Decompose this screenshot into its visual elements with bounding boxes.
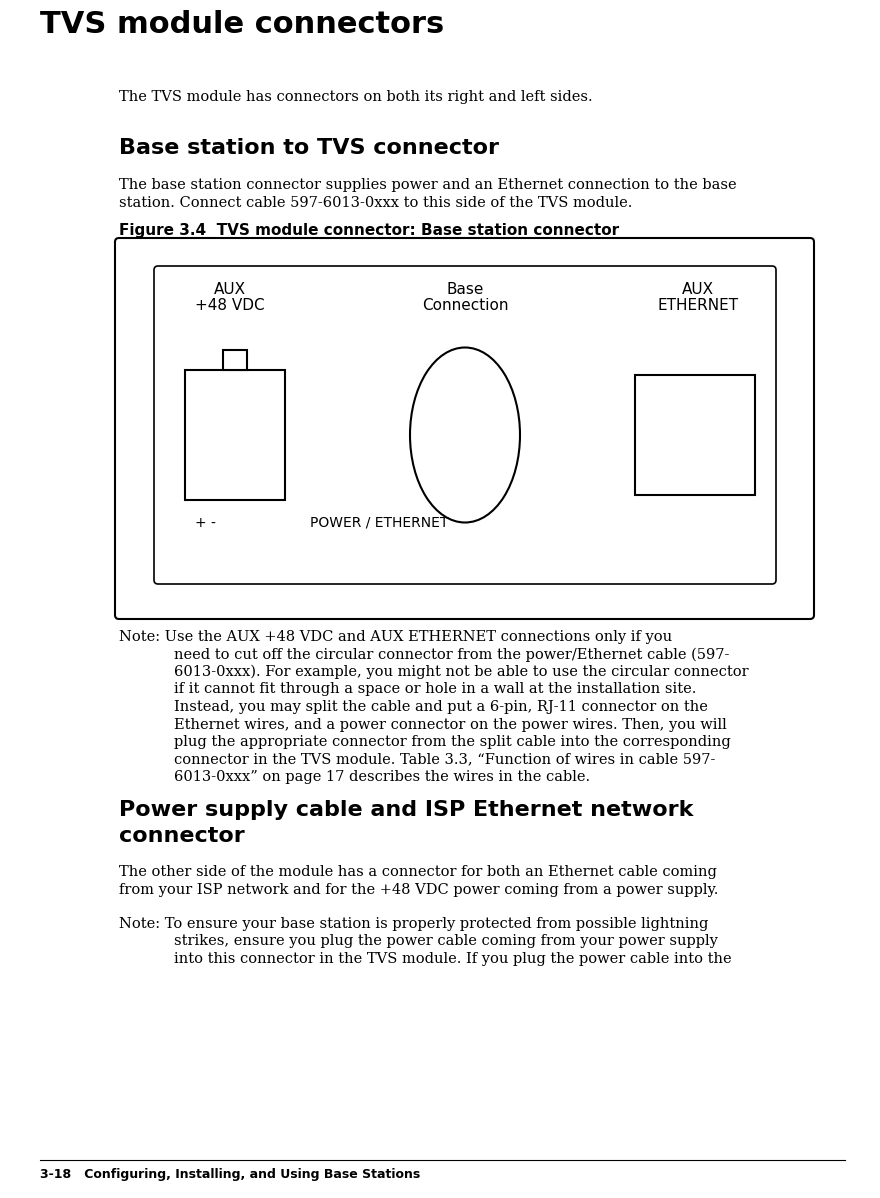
Text: from your ISP network and for the +48 VDC power coming from a power supply.: from your ISP network and for the +48 VD… — [119, 883, 718, 897]
Text: Instead, you may split the cable and put a 6-pin, RJ-11 connector on the: Instead, you may split the cable and put… — [174, 700, 708, 714]
Text: connector in the TVS module. Table 3.3, “Function of wires in cable 597-: connector in the TVS module. Table 3.3, … — [174, 752, 715, 767]
FancyBboxPatch shape — [154, 266, 776, 583]
Text: AUX: AUX — [682, 282, 714, 297]
Text: station. Connect cable 597-6013-0xxx to this side of the TVS module.: station. Connect cable 597-6013-0xxx to … — [119, 196, 632, 210]
Text: Note: Use the AUX +48 VDC and AUX ETHERNET connections only if you: Note: Use the AUX +48 VDC and AUX ETHERN… — [119, 630, 672, 645]
Text: Connection: Connection — [422, 298, 509, 313]
Text: strikes, ensure you plug the power cable coming from your power supply: strikes, ensure you plug the power cable… — [174, 934, 718, 949]
Text: Base station to TVS connector: Base station to TVS connector — [119, 138, 499, 158]
Text: ETHERNET: ETHERNET — [657, 298, 738, 313]
Text: 3-18   Configuring, Installing, and Using Base Stations: 3-18 Configuring, Installing, and Using … — [40, 1168, 420, 1181]
Text: + -: + - — [195, 516, 216, 530]
Bar — [185, 370, 285, 500]
Text: The other side of the module has a connector for both an Ethernet cable coming: The other side of the module has a conne… — [119, 865, 716, 879]
Bar — [223, 350, 247, 370]
Text: The TVS module has connectors on both its right and left sides.: The TVS module has connectors on both it… — [119, 90, 592, 104]
Text: connector: connector — [119, 825, 245, 846]
Text: Power supply cable and ISP Ethernet network: Power supply cable and ISP Ethernet netw… — [119, 800, 693, 819]
Text: Base: Base — [446, 282, 484, 297]
Text: TVS module connectors: TVS module connectors — [40, 10, 444, 40]
Ellipse shape — [410, 347, 520, 522]
Text: 6013-0xxx). For example, you might not be able to use the circular connector: 6013-0xxx). For example, you might not b… — [174, 665, 748, 679]
Text: need to cut off the circular connector from the power/Ethernet cable (597-: need to cut off the circular connector f… — [174, 647, 730, 661]
Text: +48 VDC: +48 VDC — [195, 298, 265, 313]
Text: into this connector in the TVS module. If you plug the power cable into the: into this connector in the TVS module. I… — [174, 952, 731, 966]
Text: The base station connector supplies power and an Ethernet connection to the base: The base station connector supplies powe… — [119, 179, 737, 192]
Text: 6013-0xxx” on page 17 describes the wires in the cable.: 6013-0xxx” on page 17 describes the wire… — [174, 770, 590, 783]
Text: Figure 3.4  TVS module connector: Base station connector: Figure 3.4 TVS module connector: Base st… — [119, 223, 619, 238]
Text: plug the appropriate connector from the split cable into the corresponding: plug the appropriate connector from the … — [174, 736, 730, 749]
Text: Ethernet wires, and a power connector on the power wires. Then, you will: Ethernet wires, and a power connector on… — [174, 718, 727, 732]
Text: AUX: AUX — [214, 282, 246, 297]
Text: Note: To ensure your base station is properly protected from possible lightning: Note: To ensure your base station is pro… — [119, 916, 708, 931]
Text: if it cannot fit through a space or hole in a wall at the installation site.: if it cannot fit through a space or hole… — [174, 683, 696, 696]
Bar — [635, 375, 755, 495]
Text: POWER / ETHERNET: POWER / ETHERNET — [310, 516, 449, 530]
FancyBboxPatch shape — [115, 238, 814, 619]
